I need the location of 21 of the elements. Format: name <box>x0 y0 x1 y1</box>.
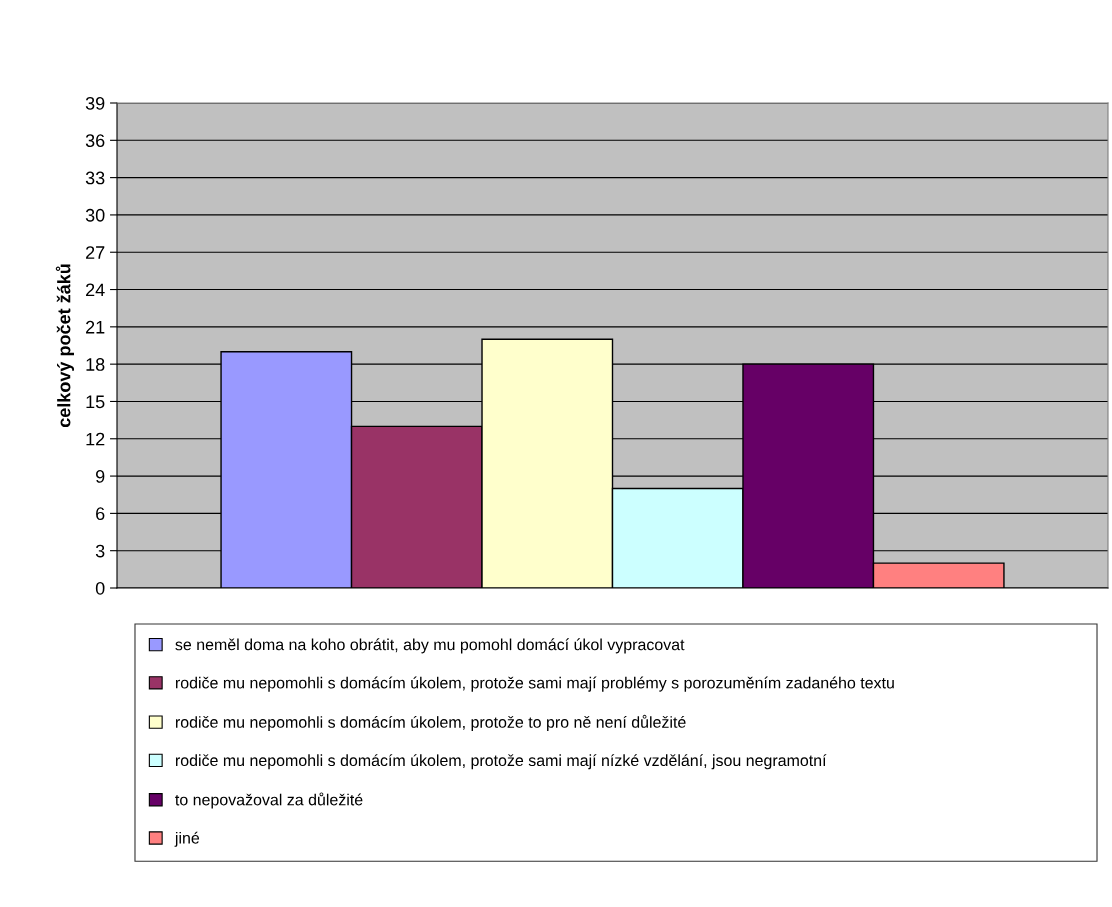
y-tick-label: 18 <box>86 358 105 371</box>
legend-label: rodiče mu nepomohli s domácím úkolem, protože to pro ně není důležité <box>175 714 686 732</box>
y-tick-label: 6 <box>96 507 105 521</box>
y-tick-label: 39 <box>85 96 105 110</box>
y-axis-title: celkový počet žáků <box>55 264 74 428</box>
y-tick-label: 36 <box>85 134 105 148</box>
y-tick-label: 21 <box>86 320 105 334</box>
y-tick-label: 15 <box>86 395 105 409</box>
legend-label: rodiče mu nepomohli s domácím úkolem, protože sami mají nízké vzdělání, jsou negramotní <box>175 754 827 770</box>
y-tick-label: 12 <box>86 432 105 446</box>
y-tick-label: 27 <box>86 246 105 259</box>
legend-label: rodiče mu nepomohli s domácím úkolem, protože sami mají problémy s porozuměním zadaného textu <box>175 676 894 692</box>
legend-label: se neměl doma na koho obrátit, aby mu pomohl domácí úkol vypracovat <box>175 638 685 654</box>
y-tick-label: 3 <box>95 544 105 558</box>
legend-label: to nepovažoval za důležité <box>175 792 363 809</box>
legend-label: jiné <box>174 831 200 847</box>
y-tick-label: 30 <box>85 208 105 222</box>
y-tick-label: 0 <box>95 581 105 595</box>
y-tick-label: 24 <box>86 283 105 297</box>
y-tick-label: 9 <box>96 470 105 483</box>
y-tick-label: 33 <box>85 171 105 185</box>
